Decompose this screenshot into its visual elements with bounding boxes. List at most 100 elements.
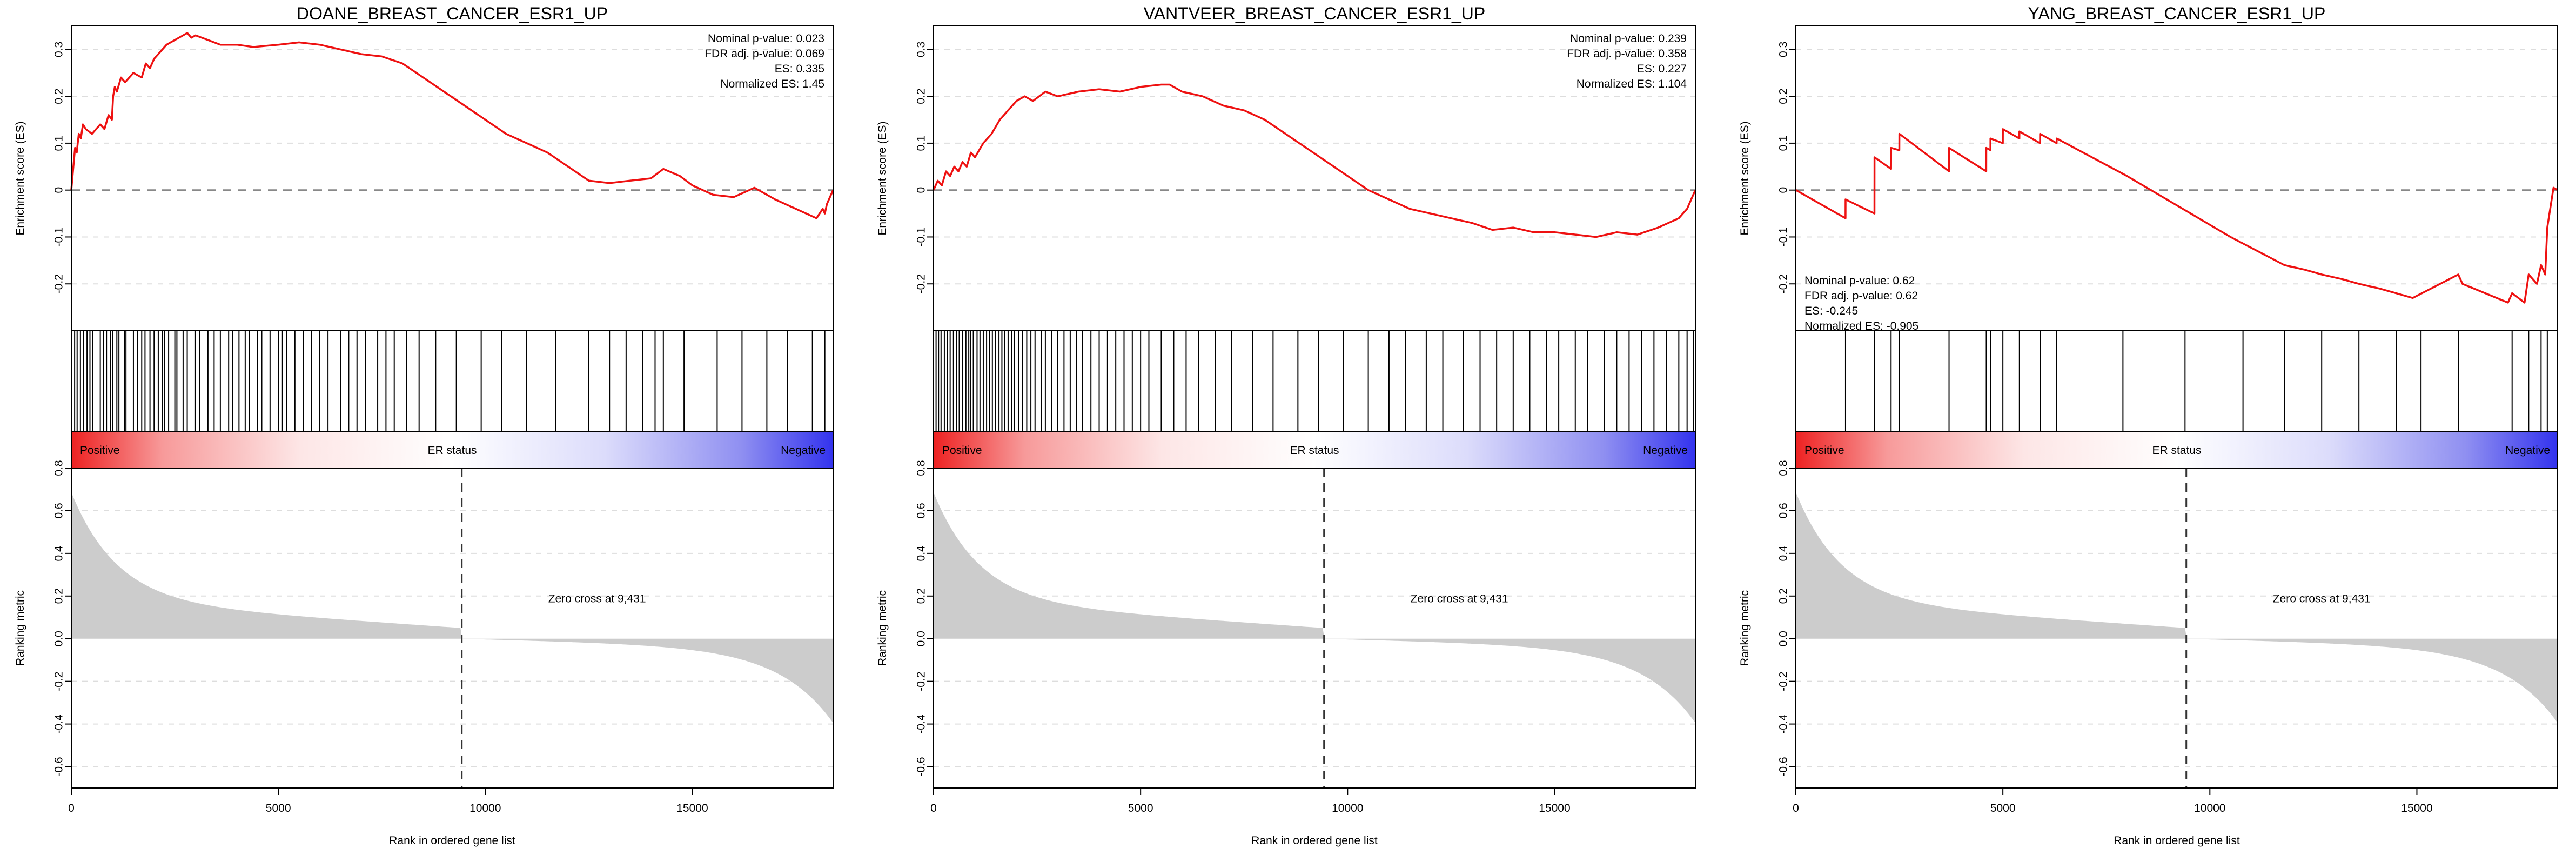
es-ytick-label: -0.1: [915, 227, 928, 246]
ranking-metric-area: [71, 492, 833, 746]
heatmap-center-label: ER status: [2152, 444, 2201, 457]
rank-ytick-label: -0.4: [1777, 714, 1790, 734]
x-tick-label: 5000: [266, 802, 291, 815]
rank-plot-frame: [933, 468, 1696, 789]
stat-line: ES: 0.227: [1637, 63, 1687, 75]
es-ytick-label: 0.1: [915, 135, 928, 151]
es-ytick-label: -0.1: [53, 227, 65, 246]
heatmap-negative-label: Negative: [1643, 444, 1688, 457]
es-ytick-label: -0.2: [1777, 274, 1790, 293]
rank-ytick-label: 0.4: [53, 545, 65, 562]
x-tick-label: 0: [930, 802, 937, 815]
hits-frame: [933, 330, 1696, 432]
es-plot-frame: [933, 25, 1696, 331]
ranking-metric-area: [934, 492, 1695, 746]
rank-plot-frame: [1795, 468, 2558, 789]
x-tick-label: 5000: [1128, 802, 1153, 815]
es-ytick-label: 0: [53, 187, 65, 193]
heatmap-center-label: ER status: [427, 444, 477, 457]
er-status-gradient: [71, 431, 834, 469]
rank-ytick-label: 0.2: [915, 588, 928, 604]
heatmap-positive-label: Positive: [942, 444, 982, 457]
stat-line: Nominal p-value: 0.62: [1804, 275, 1915, 287]
es-curve: [1795, 128, 2558, 304]
rank-ytick-label: -0.4: [53, 714, 65, 734]
rank-ytick-label: -0.4: [915, 714, 928, 734]
stat-line: ES: 0.335: [775, 63, 824, 75]
es-curve: [933, 83, 1696, 238]
er-status-gradient: [933, 431, 1696, 469]
zero-cross-label: Zero cross at 9,431: [1411, 593, 1508, 605]
x-tick-label: 0: [1793, 802, 1799, 815]
gsea-panel-2: VANTVEER_BREAST_CANCER_ESR1_UP 0.3 0.2 0.1 0…: [876, 4, 1696, 847]
rank-ylabel: Ranking metric: [14, 590, 26, 666]
er-status-gradient: [1795, 431, 2558, 469]
zero-cross-label: Zero cross at 9,431: [548, 593, 646, 605]
rank-ytick-label: 0.6: [53, 503, 65, 518]
gsea-panel-1: DOANE_BREAST_CANCER_ESR1_UP 0.3 0.2 0.1 0 -0.…: [14, 4, 834, 847]
heatmap-positive-label: Positive: [1804, 444, 1844, 457]
stat-line: FDR adj. p-value: 0.358: [1567, 48, 1687, 60]
stat-line: FDR adj. p-value: 0.62: [1804, 290, 1918, 302]
rank-ytick-label: -0.2: [1777, 672, 1790, 691]
es-ytick-label: -0.2: [53, 274, 65, 293]
stat-line: Normalized ES: 1.45: [720, 78, 824, 90]
es-plot-frame: [71, 25, 834, 331]
rank-ytick-label: 0.2: [1777, 588, 1790, 604]
rank-ytick-label: 0.4: [1777, 545, 1790, 562]
rank-ytick-label: -0.2: [915, 672, 928, 691]
stat-line: Normalized ES: -0.905: [1804, 320, 1918, 332]
es-ytick-label: 0.2: [53, 89, 65, 104]
rank-ytick-label: -0.6: [915, 757, 928, 776]
rank-ytick-label: -0.6: [1777, 757, 1790, 776]
ranking-metric-area: [1796, 492, 2558, 746]
stat-line: ES: -0.245: [1804, 305, 1858, 317]
zero-cross-label: Zero cross at 9,431: [2273, 593, 2371, 605]
stat-line: Nominal p-value: 0.023: [708, 32, 824, 45]
rank-ytick-label: 0.0: [53, 631, 65, 646]
es-ytick-label: -0.1: [1777, 227, 1790, 246]
es-ytick-label: 0.2: [1777, 89, 1790, 104]
rank-ytick-label: 0.0: [1777, 631, 1790, 646]
x-axis-label: Rank in ordered gene list: [389, 835, 515, 847]
x-tick-label: 15000: [2401, 802, 2432, 815]
rank-ytick-label: 0.0: [915, 631, 928, 646]
rank-ytick-label: 0.4: [915, 545, 928, 562]
x-axis-label: Rank in ordered gene list: [1251, 835, 1378, 847]
x-axis-label: Rank in ordered gene list: [2114, 835, 2240, 847]
rank-ytick-label: 0.8: [915, 460, 928, 476]
es-ytick-label: 0.2: [915, 89, 928, 104]
x-tick-label: 15000: [1539, 802, 1570, 815]
rank-ylabel: Ranking metric: [876, 590, 889, 666]
es-curve: [70, 32, 834, 219]
x-tick-label: 10000: [2194, 802, 2225, 815]
es-ytick-label: 0.3: [1777, 42, 1790, 57]
rank-ytick-label: 0.6: [915, 503, 928, 518]
es-ylabel: Enrichment score (ES): [876, 121, 889, 235]
panel-title: DOANE_BREAST_CANCER_ESR1_UP: [297, 4, 608, 23]
rank-plot-frame: [71, 468, 834, 789]
rank-ylabel: Ranking metric: [1739, 590, 1751, 666]
x-tick-label: 0: [68, 802, 75, 815]
stat-line: Nominal p-value: 0.239: [1570, 32, 1687, 45]
heatmap-negative-label: Negative: [2505, 444, 2550, 457]
rank-ytick-label: 0.2: [53, 588, 65, 604]
rank-ytick-label: -0.2: [53, 672, 65, 691]
heatmap-positive-label: Positive: [80, 444, 120, 457]
heatmap-negative-label: Negative: [781, 444, 826, 457]
hits-frame: [1795, 330, 2558, 432]
stat-line: FDR adj. p-value: 0.069: [705, 48, 824, 60]
es-ytick-label: 0.1: [1777, 135, 1790, 151]
rank-ytick-label: 0.8: [53, 460, 65, 476]
x-tick-label: 15000: [676, 802, 708, 815]
gsea-panel-3: YANG_BREAST_CANCER_ESR1_UP 0.3 0.2 0.1 0 -0.1…: [1739, 4, 2558, 847]
x-tick-label: 5000: [1990, 802, 2016, 815]
hits-frame: [71, 330, 834, 432]
rank-ytick-label: -0.6: [53, 757, 65, 776]
es-ytick-label: -0.2: [915, 274, 928, 293]
x-tick-label: 10000: [1332, 802, 1363, 815]
rank-ytick-label: 0.8: [1777, 460, 1790, 476]
es-ylabel: Enrichment score (ES): [14, 121, 26, 235]
panel-title: VANTVEER_BREAST_CANCER_ESR1_UP: [1144, 4, 1486, 23]
